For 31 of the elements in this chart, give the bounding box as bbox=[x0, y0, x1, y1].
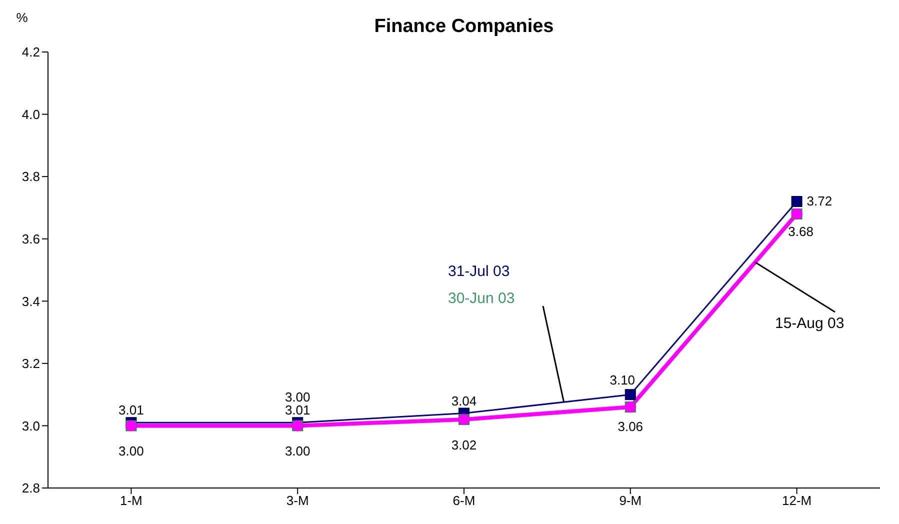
x-tick-label: 9-M bbox=[619, 493, 642, 508]
y-tick-label: 4.2 bbox=[22, 44, 40, 60]
y-tick-label: 4.0 bbox=[22, 106, 40, 122]
x-tick-label: 12-M bbox=[782, 493, 812, 508]
text: 30-Jun 03 bbox=[448, 290, 515, 307]
data-label: 3.01 bbox=[118, 402, 144, 418]
x-tick-label: 6-M bbox=[452, 493, 476, 508]
text: 15-Aug 03 bbox=[775, 315, 844, 332]
y-tick-label: 3.2 bbox=[22, 356, 40, 372]
y-axis-title: % bbox=[16, 10, 28, 25]
data-label: 3.06 bbox=[618, 419, 644, 434]
data-label: 3.02 bbox=[451, 437, 477, 452]
y-tick-label: 3.4 bbox=[22, 294, 40, 309]
data-label: 3.01 bbox=[284, 402, 310, 418]
y-tick-label: 2.8 bbox=[22, 480, 40, 496]
data-label: 3.00 bbox=[284, 390, 310, 405]
y-tick-label: 3.0 bbox=[22, 418, 40, 434]
point bbox=[624, 389, 636, 400]
chart-title: Finance Companies bbox=[374, 16, 554, 37]
y-tick-label: 3.8 bbox=[22, 169, 40, 184]
point bbox=[791, 196, 802, 207]
y-tick-label: 3.6 bbox=[22, 231, 40, 246]
data-label: 3.00 bbox=[284, 444, 310, 459]
data-label: 3.72 bbox=[806, 193, 832, 208]
data-label: 3.04 bbox=[451, 393, 477, 408]
data-label: 3.00 bbox=[118, 444, 144, 459]
text: 31-Jul 03 bbox=[448, 263, 510, 280]
x-tick-label: 1-M bbox=[120, 493, 142, 508]
data-label: 3.10 bbox=[610, 372, 636, 388]
x-tick-label: 3-M bbox=[286, 493, 309, 508]
data-label: 3.68 bbox=[788, 224, 814, 239]
